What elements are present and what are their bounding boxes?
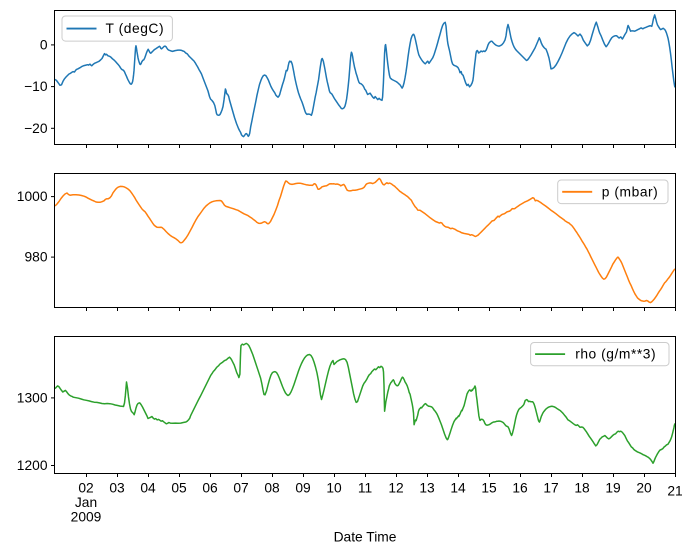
svg-text:19: 19 <box>605 481 621 496</box>
svg-text:2009: 2009 <box>71 510 102 525</box>
svg-text:Jan: Jan <box>75 495 97 510</box>
svg-text:06: 06 <box>202 481 218 496</box>
svg-text:p (mbar): p (mbar) <box>602 184 659 199</box>
svg-text:14: 14 <box>450 481 466 496</box>
svg-text:10: 10 <box>326 481 342 496</box>
svg-text:17: 17 <box>543 481 558 496</box>
svg-text:05: 05 <box>171 481 187 496</box>
svg-text:18: 18 <box>574 481 590 496</box>
svg-text:0: 0 <box>40 38 48 53</box>
svg-text:12: 12 <box>388 481 403 496</box>
svg-text:02: 02 <box>78 481 93 496</box>
svg-text:15: 15 <box>481 481 497 496</box>
svg-text:rho (g/m**3): rho (g/m**3) <box>575 347 656 362</box>
svg-text:980: 980 <box>24 250 47 265</box>
svg-text:Date Time: Date Time <box>334 530 397 545</box>
svg-text:09: 09 <box>295 481 311 496</box>
svg-text:1200: 1200 <box>17 458 48 473</box>
svg-text:16: 16 <box>512 481 528 496</box>
svg-text:11: 11 <box>358 481 372 496</box>
svg-text:21: 21 <box>667 484 682 499</box>
svg-text:13: 13 <box>419 481 435 496</box>
svg-text:−20: −20 <box>24 121 48 136</box>
svg-text:T (degC): T (degC) <box>106 21 165 36</box>
svg-text:07: 07 <box>233 481 248 496</box>
svg-text:1000: 1000 <box>17 189 48 204</box>
svg-text:1300: 1300 <box>17 391 48 406</box>
svg-text:08: 08 <box>264 481 280 496</box>
svg-text:04: 04 <box>140 481 156 496</box>
svg-text:20: 20 <box>636 481 652 496</box>
svg-text:03: 03 <box>109 481 125 496</box>
svg-text:−10: −10 <box>24 79 48 94</box>
